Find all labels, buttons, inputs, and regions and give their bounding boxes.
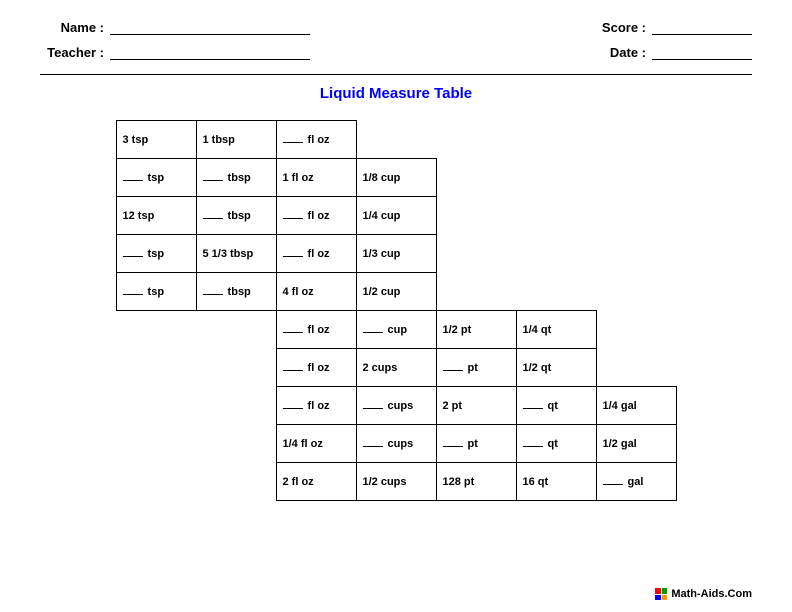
fill-blank [123,247,143,257]
fill-blank [363,437,383,447]
fill-blank [443,361,463,371]
table-cell: 2 cups [356,349,436,387]
teacher-label: Teacher : [40,45,110,60]
table-cell: pt [436,425,516,463]
fill-blank [283,323,303,333]
liquid-measure-table: 3 tsp1 tbsp fl oz tsp tbsp1 fl oz1/8 cup… [116,120,677,501]
table-cell: 1/8 cup [356,159,436,197]
table-cell: fl oz [276,349,356,387]
table-cell: 1/4 gal [596,387,676,425]
fill-blank [283,133,303,143]
score-blank [652,21,752,35]
table-cell: 12 tsp [116,197,196,235]
table-cell: 128 pt [436,463,516,501]
table-cell: tsp [116,159,196,197]
table-cell: 16 qt [516,463,596,501]
footer: Math-Aids.Com [655,588,752,600]
table-cell: 1/2 gal [596,425,676,463]
logo-icon [655,588,667,600]
name-blank [110,21,310,35]
table-cell: cups [356,425,436,463]
table-cell: 1/2 pt [436,311,516,349]
table-cell: qt [516,425,596,463]
table-cell: 1 tbsp [196,121,276,159]
table-cell: 1/4 fl oz [276,425,356,463]
table-cell: tsp [116,273,196,311]
table-cell: fl oz [276,387,356,425]
table-cell: 1/2 cup [356,273,436,311]
table-cell: 2 fl oz [276,463,356,501]
fill-blank [363,323,383,333]
table-cell: tbsp [196,197,276,235]
table-cell: 1/2 cups [356,463,436,501]
score-label: Score : [582,20,652,35]
worksheet-header: Name : Teacher : Score : Date : [40,20,752,60]
fill-blank [283,247,303,257]
header-rule [40,74,752,75]
table-cell: tbsp [196,159,276,197]
table-cell: gal [596,463,676,501]
table-cell: 4 fl oz [276,273,356,311]
fill-blank [523,399,543,409]
table-cell: 5 1/3 tbsp [196,235,276,273]
table-cell: 2 pt [436,387,516,425]
table-cell: qt [516,387,596,425]
table-cell: 1/3 cup [356,235,436,273]
fill-blank [123,171,143,181]
fill-blank [123,285,143,295]
fill-blank [283,361,303,371]
fill-blank [443,437,463,447]
fill-blank [283,209,303,219]
table-cell: 1/4 qt [516,311,596,349]
table-cell: tsp [116,235,196,273]
table-cell: pt [436,349,516,387]
table-cell: fl oz [276,121,356,159]
page-title: Liquid Measure Table [40,85,752,102]
table-cell: 3 tsp [116,121,196,159]
fill-blank [203,171,223,181]
table-cell: tbsp [196,273,276,311]
fill-blank [603,475,623,485]
date-blank [652,46,752,60]
table-cell: fl oz [276,311,356,349]
table-cell: 1/2 qt [516,349,596,387]
fill-blank [363,399,383,409]
fill-blank [283,399,303,409]
fill-blank [203,209,223,219]
date-label: Date : [582,45,652,60]
fill-blank [203,285,223,295]
table-cell: cups [356,387,436,425]
table-cell: fl oz [276,235,356,273]
name-label: Name : [40,20,110,35]
teacher-blank [110,46,310,60]
fill-blank [523,437,543,447]
table-cell: 1 fl oz [276,159,356,197]
table-cell: 1/4 cup [356,197,436,235]
table-cell: fl oz [276,197,356,235]
table-cell: cup [356,311,436,349]
footer-text: Math-Aids.Com [671,588,752,600]
